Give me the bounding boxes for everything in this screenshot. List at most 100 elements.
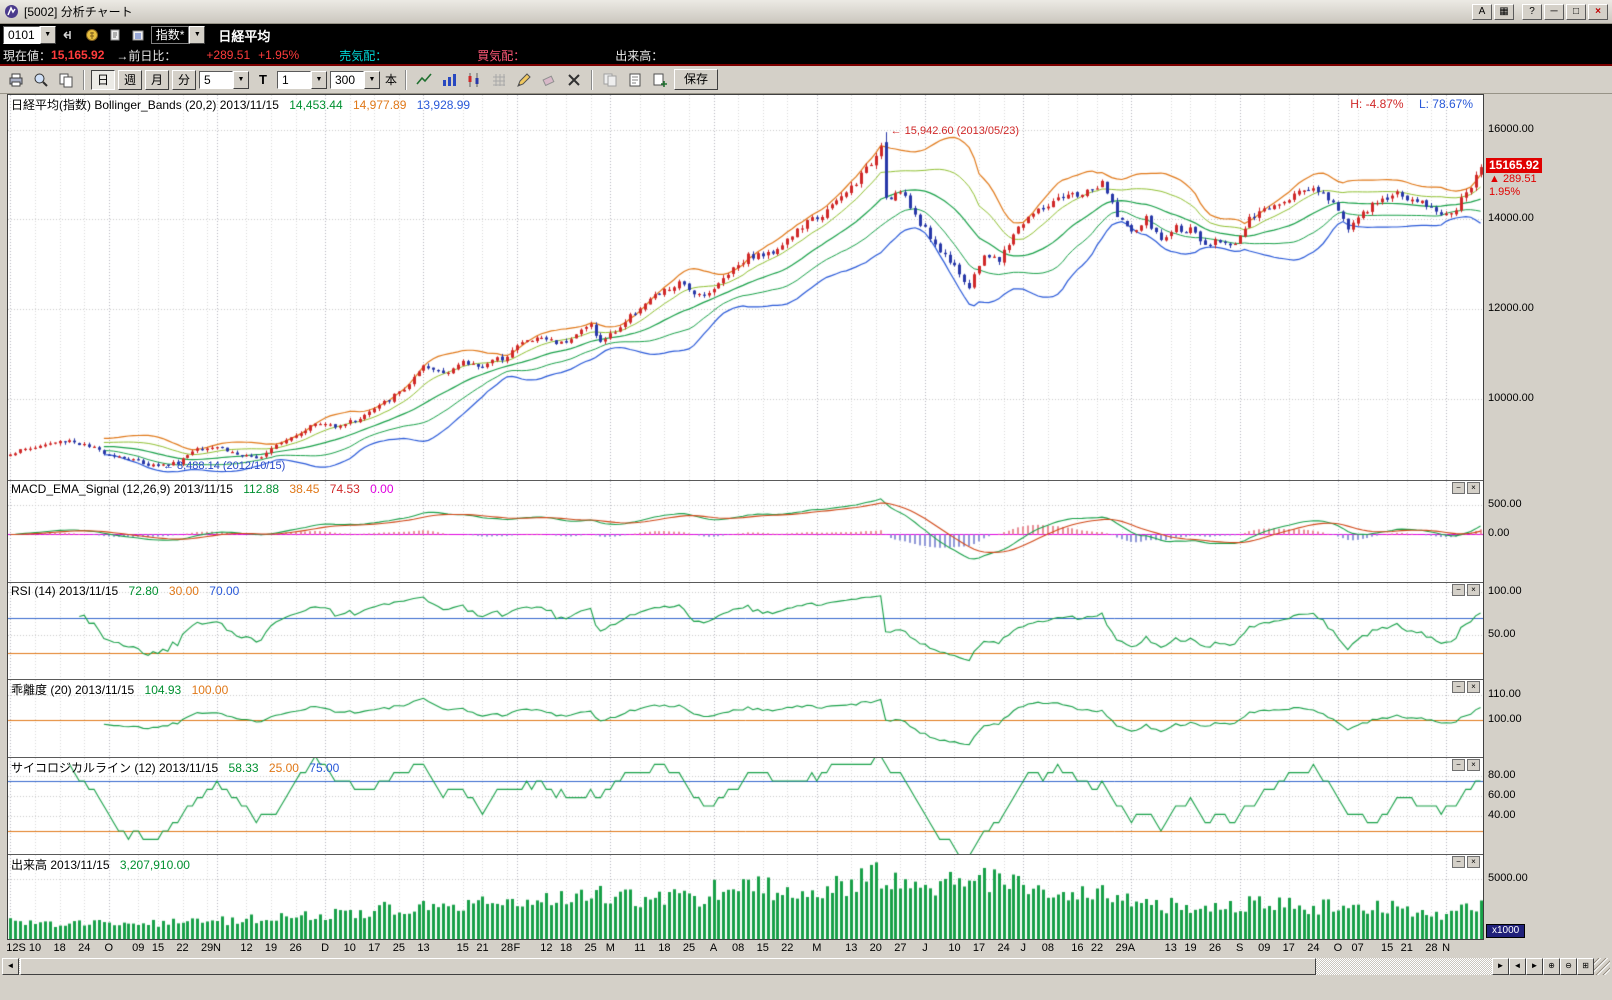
rsi-legend: RSI (14) 2013/11/15 72.80 30.00 70.00	[11, 584, 246, 598]
scrollbar-thumb[interactable]	[20, 958, 1317, 975]
category-combo[interactable]: 指数* ▼	[150, 26, 206, 44]
memo-button[interactable]	[105, 26, 125, 44]
layout-button[interactable]: ▦	[1494, 3, 1514, 20]
x-axis-label: 18	[53, 942, 66, 954]
panel-close-button[interactable]: ×	[1467, 482, 1480, 494]
x-axis-label: 10	[28, 942, 42, 954]
separator	[405, 69, 408, 90]
resize-grip[interactable]	[1594, 958, 1610, 975]
y-axis-label: 500.00	[1488, 497, 1522, 510]
dropdown-arrow-icon[interactable]: ▼	[189, 26, 206, 44]
page-icon	[629, 73, 641, 86]
symbol-code-combo[interactable]: 0101 ▼	[3, 26, 56, 44]
app-icon	[5, 5, 18, 18]
minute-period-combo[interactable]: 5 ▼	[199, 70, 249, 89]
deviation-value: 104.93	[144, 683, 182, 697]
print-button[interactable]	[5, 69, 27, 90]
x-axis-label: 13	[417, 942, 430, 954]
price-panel: 日経平均(指数) Bollinger_Bands (20,2) 2013/11/…	[8, 95, 1483, 481]
category-value[interactable]: 指数*	[150, 26, 190, 44]
layout-grid-button[interactable]: ⊞	[1577, 958, 1594, 975]
copy-icon	[59, 73, 73, 87]
tick-toggle-button[interactable]: T	[259, 72, 267, 87]
symbol-code-value[interactable]: 0101	[3, 26, 40, 44]
add-panel-button[interactable]	[649, 69, 672, 90]
zoom-in-button[interactable]: ⊕	[1543, 958, 1560, 975]
minimize-button[interactable]: ─	[1544, 3, 1564, 20]
bar-interval-combo[interactable]: 1 ▼	[277, 70, 327, 89]
x-axis-label: 26	[289, 942, 302, 954]
maximize-button[interactable]: □	[1566, 3, 1586, 20]
x-axis-label: D	[321, 942, 330, 954]
panel-minimize-button[interactable]: −	[1452, 681, 1465, 693]
copy-chart-button[interactable]	[55, 69, 77, 90]
psychological-canvas[interactable]	[8, 758, 1483, 854]
bar-count-combo[interactable]: 300 ▼	[330, 70, 380, 89]
rsi-panel: RSI (14) 2013/11/15 72.80 30.00 70.00 − …	[8, 583, 1483, 680]
save-button[interactable]: 保存	[674, 69, 719, 90]
panel-close-button[interactable]: ×	[1467, 584, 1480, 596]
bar-interval-value[interactable]: 1	[277, 70, 311, 89]
price-chart-canvas[interactable]	[8, 95, 1483, 480]
x-axis-label: 28	[500, 942, 514, 954]
period-month-button[interactable]: 月	[145, 69, 169, 90]
duplicate-page-button[interactable]	[599, 69, 622, 90]
x-axis-label: A	[1127, 942, 1136, 954]
dropdown-arrow-icon[interactable]: ▼	[39, 26, 56, 44]
x-axis-label: 24	[997, 942, 1010, 954]
macd-canvas[interactable]	[8, 481, 1483, 582]
erase-line-button[interactable]	[538, 69, 561, 90]
minute-period-value[interactable]: 5	[199, 70, 233, 89]
rsi-canvas[interactable]	[8, 583, 1483, 679]
help-button[interactable]: ?	[1522, 3, 1542, 20]
period-minute-button[interactable]: 分	[172, 69, 196, 90]
panel-minimize-button[interactable]: −	[1452, 584, 1465, 596]
zoom-button[interactable]	[30, 69, 52, 90]
current-price-box: 15165.92 ▲ 289.51 1.95%	[1486, 158, 1543, 199]
new-page-button[interactable]	[624, 69, 647, 90]
zero-value: 0.00	[370, 482, 394, 496]
x-axis-label: 19	[1184, 942, 1197, 954]
x-axis-label: 15	[456, 942, 469, 954]
panel-close-button[interactable]: ×	[1467, 856, 1480, 868]
panel-close-button[interactable]: ×	[1467, 759, 1480, 771]
list-button[interactable]	[128, 26, 148, 44]
legend-title: 出来高 2013/11/15	[11, 858, 110, 872]
bar-count-value[interactable]: 300	[330, 70, 364, 89]
low-pct-value: L: 78.67%	[1418, 97, 1473, 111]
x-axis-label: 17	[368, 942, 381, 954]
horizontal-scrollbar[interactable]: ◄ ► ◄ ► ⊕ ⊖ ⊞	[2, 958, 1610, 975]
scroll-left-button[interactable]: ◄	[2, 958, 19, 975]
deviation-canvas[interactable]	[8, 680, 1483, 757]
grid-toggle-button[interactable]	[488, 69, 511, 90]
dropdown-arrow-icon[interactable]: ▼	[233, 70, 249, 89]
panel-close-button[interactable]: ×	[1467, 681, 1480, 693]
draw-line-button[interactable]	[513, 69, 536, 90]
period-week-button[interactable]: 週	[118, 69, 142, 90]
step-left-button[interactable]: ◄	[1509, 958, 1526, 975]
annotation-mode-button[interactable]: A	[1472, 3, 1492, 20]
candle-chart-button[interactable]	[463, 69, 486, 90]
panel-minimize-button[interactable]: −	[1452, 759, 1465, 771]
scrollbar-track[interactable]	[19, 958, 1492, 975]
line-chart-button[interactable]	[413, 69, 436, 90]
dropdown-arrow-icon[interactable]: ▼	[311, 70, 327, 89]
register-button[interactable]	[59, 26, 79, 44]
deviation-legend: 乖離度 (20) 2013/11/15 104.93 100.00	[11, 681, 235, 698]
scroll-right-button[interactable]: ►	[1492, 958, 1509, 975]
panel-minimize-button[interactable]: −	[1452, 856, 1465, 868]
delete-all-lines-button[interactable]	[563, 69, 586, 90]
panel-minimize-button[interactable]: −	[1452, 482, 1465, 494]
x-axis-label: 22	[781, 942, 794, 954]
zoom-out-button[interactable]: ⊖	[1560, 958, 1577, 975]
x-axis-label: 15	[151, 942, 165, 954]
step-right-button[interactable]: ►	[1526, 958, 1543, 975]
dropdown-arrow-icon[interactable]: ▼	[364, 70, 380, 89]
x-axis-label: 25	[682, 942, 696, 954]
bar-chart-button[interactable]	[438, 69, 461, 90]
period-day-button[interactable]: 日	[91, 69, 115, 90]
volume-canvas[interactable]	[8, 855, 1483, 939]
x-axis-label: 19	[264, 942, 278, 954]
market-info-button[interactable]	[82, 26, 102, 44]
close-button[interactable]: ×	[1588, 3, 1608, 20]
